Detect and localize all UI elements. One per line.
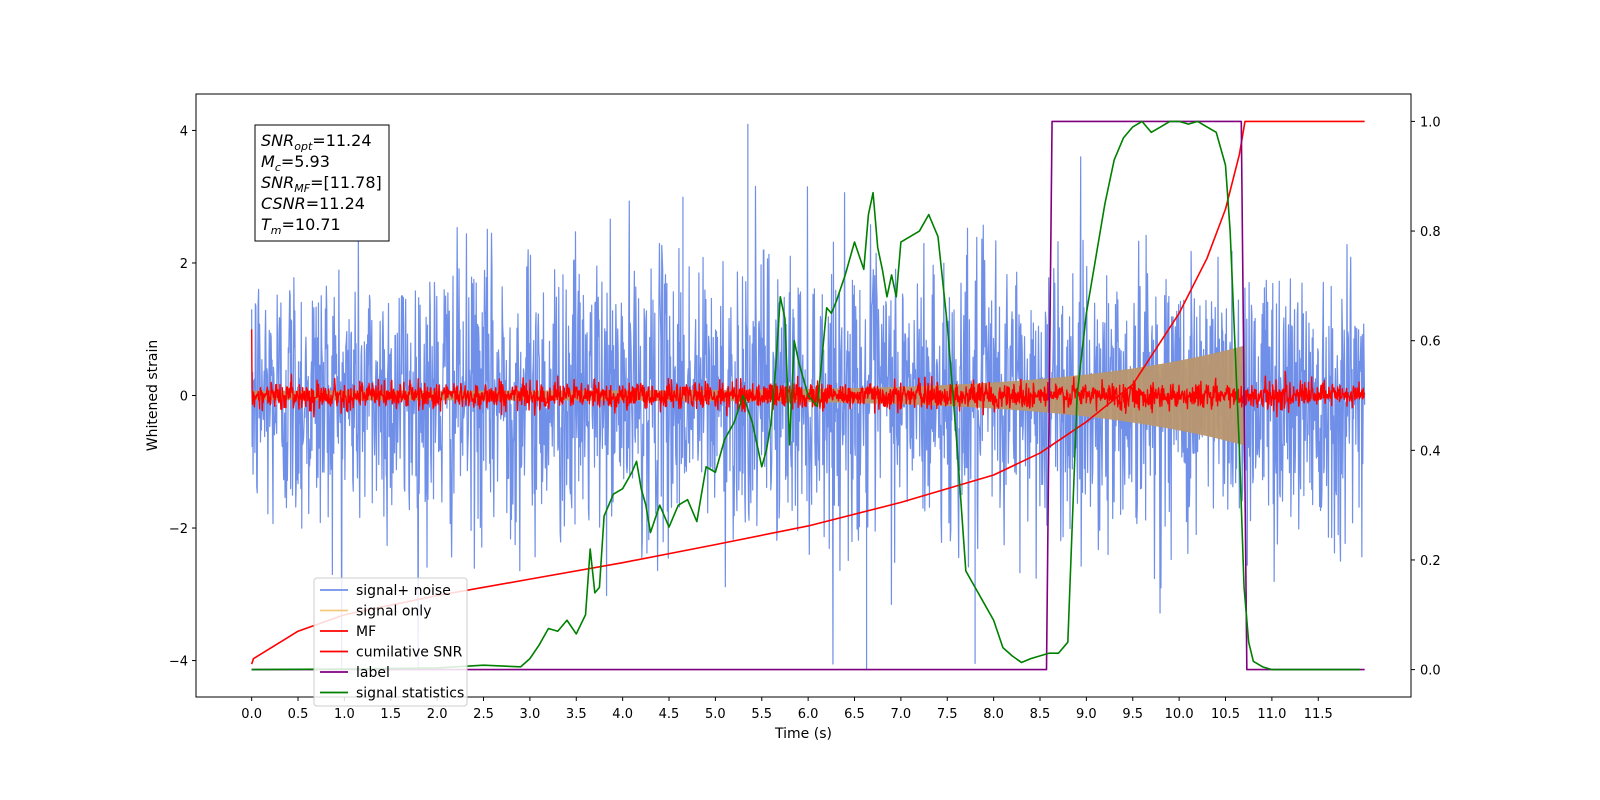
plot-frame <box>195 93 1412 698</box>
y-tick-label: 0 <box>180 390 188 405</box>
y2-tick-label: 0.8 <box>1420 225 1441 240</box>
series-signal-statistics <box>251 120 1360 671</box>
x-tick-label: 11.5 <box>1304 707 1333 722</box>
legend-label-cumilative-snr: cumilative SNR <box>356 645 463 661</box>
annotation-frame <box>254 124 390 242</box>
x-tick-label: 4.0 <box>612 707 633 722</box>
x-axis-label: Time (s) <box>774 726 832 742</box>
legend-frame <box>313 577 468 707</box>
y2-tick-label: 0.0 <box>1420 664 1441 679</box>
x-tick-label: 1.5 <box>380 707 401 722</box>
annotation-line: Tm=10.71 <box>261 215 341 237</box>
frame-layer <box>195 93 1412 698</box>
x-tick-label: 2.5 <box>473 707 494 722</box>
x-tick-label: 11.0 <box>1257 707 1286 722</box>
y-tick-label: −4 <box>169 655 188 670</box>
x-tick-label: 0.0 <box>241 707 262 722</box>
annotation-line: SNRopt=11.24 <box>261 131 372 153</box>
x-tick-label: 5.5 <box>751 707 772 722</box>
x-tick-label: 6.5 <box>844 707 865 722</box>
annotation-box: SNRopt=11.24Mc=5.93SNRMF=[11.78]CSNR=11.… <box>254 124 390 242</box>
x-tick-label: 3.0 <box>520 707 541 722</box>
x-tick-label: 9.5 <box>1122 707 1143 722</box>
x-tick-label: 7.5 <box>937 707 958 722</box>
series-signal-noise <box>251 123 1366 672</box>
legend-label-signal-noise: signal+ noise <box>356 583 451 599</box>
x-tick-label: 10.5 <box>1211 707 1240 722</box>
x-tick-label: 1.0 <box>334 707 355 722</box>
y2-tick-label: 0.4 <box>1420 444 1441 459</box>
x-tick-label: 4.5 <box>659 707 680 722</box>
x-tick-label: 2.0 <box>427 707 448 722</box>
y-tick-label: −2 <box>169 522 188 537</box>
legend: signal+ noise signal only MF cumilative SNR… <box>313 577 468 707</box>
y2-tick-label: 0.2 <box>1420 554 1441 569</box>
annotation-line: SNRMF=[11.78] <box>261 173 382 195</box>
x-tick-label: 8.5 <box>1030 707 1051 722</box>
legend-label-mf: MF <box>356 624 376 640</box>
legend-label-signal-statistics: signal statistics <box>356 686 464 702</box>
y-axis-label: Whitened strain <box>145 340 161 451</box>
x-tick-label: 0.5 <box>288 707 309 722</box>
legend-label-signal-only: signal only <box>356 604 431 620</box>
series-layer <box>250 120 1366 672</box>
x-tick-label: 3.5 <box>566 707 587 722</box>
axes-layer: 0.0 0.5 1.0 1.5 2.0 2.5 3.0 3.5 4.0 4.5 5.0 5.5 6.0 6… <box>169 115 1441 722</box>
y2-tick-label: 0.6 <box>1420 335 1441 350</box>
x-tick-label: 8.0 <box>983 707 1004 722</box>
x-tick-label: 6.0 <box>798 707 819 722</box>
legend-label-label: label <box>356 665 390 681</box>
annotation-line: Mc=5.93 <box>261 152 330 174</box>
x-tick-label: 10.0 <box>1165 707 1194 722</box>
series-mf <box>250 329 1366 418</box>
annotation-line: CSNR=11.24 <box>261 194 365 213</box>
x-tick-label: 5.0 <box>705 707 726 722</box>
x-tick-label: 9.0 <box>1076 707 1097 722</box>
y-tick-label: 4 <box>180 124 188 139</box>
y-tick-label: 2 <box>180 257 188 272</box>
y2-tick-label: 1.0 <box>1420 115 1441 130</box>
x-tick-label: 7.0 <box>891 707 912 722</box>
series-label <box>251 120 1365 671</box>
